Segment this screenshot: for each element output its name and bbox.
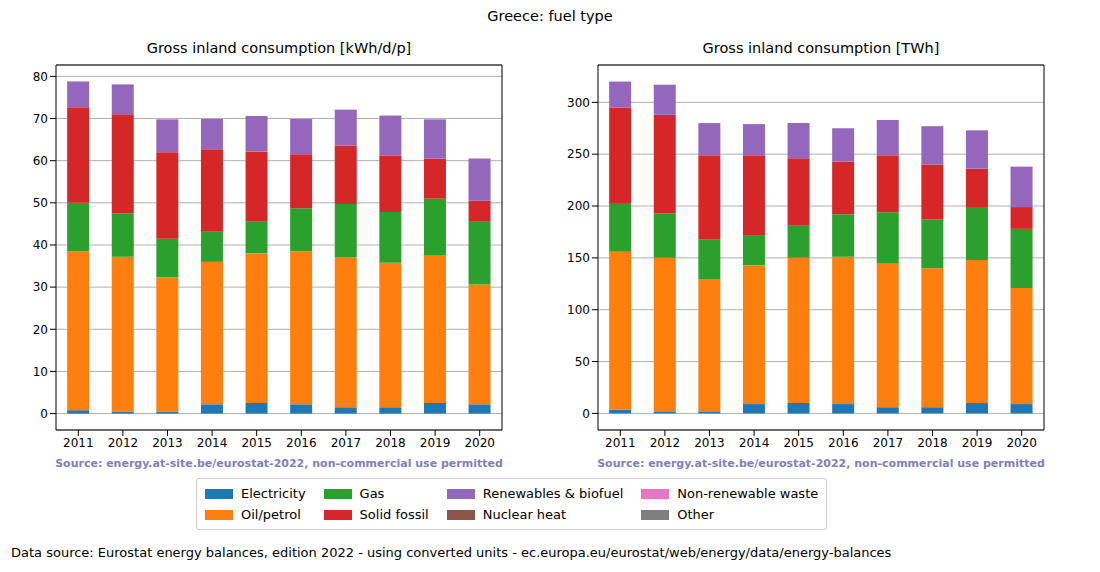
svg-text:2016: 2016 [286, 436, 317, 450]
html-text:Renewables & biofuel: Renewables & biofuel [482, 486, 624, 501]
svg-text:250: 250 [567, 147, 590, 161]
svg-text:200: 200 [567, 199, 590, 213]
svg-text:2012: 2012 [108, 436, 139, 450]
html-text:Source: energy.at-site.be/euro: Source: energy.at-site.be/eurostat-2022,… [597, 457, 1045, 470]
svg-text:2016: 2016 [828, 436, 859, 450]
svg-text:30: 30 [33, 280, 48, 294]
svg-text:2018: 2018 [917, 436, 948, 450]
svg-text:2013: 2013 [152, 436, 183, 450]
svg-text:10: 10 [33, 365, 48, 379]
html-text:Nuclear heat: Nuclear heat [482, 507, 567, 522]
svg-text:2011: 2011 [605, 436, 636, 450]
html-text:Greece: fuel type: Greece: fuel type [487, 8, 613, 24]
html-text:Solid fossil: Solid fossil [359, 507, 429, 522]
html-text:Gross inland consumption [kWh/: Gross inland consumption [kWh/d/p] [146, 40, 412, 56]
html-text:Gas: Gas [359, 486, 385, 501]
svg-text:2014: 2014 [197, 436, 228, 450]
html-text:Source: energy.at-site.be/euro: Source: energy.at-site.be/eurostat-2022,… [55, 457, 503, 470]
svg-text:2011: 2011 [63, 436, 94, 450]
svg-text:2018: 2018 [375, 436, 406, 450]
svg-text:50: 50 [33, 196, 48, 210]
svg-text:70: 70 [33, 112, 48, 126]
svg-text:20: 20 [33, 323, 48, 337]
html-text:Electricity: Electricity [241, 486, 306, 501]
svg-text:40: 40 [33, 238, 48, 252]
svg-text:2014: 2014 [739, 436, 770, 450]
html-text:Oil/petrol: Oil/petrol [241, 507, 301, 522]
html-text:Gross inland consumption [TWh]: Gross inland consumption [TWh] [702, 40, 940, 56]
svg-text:0: 0 [582, 407, 590, 421]
svg-text:2017: 2017 [873, 436, 904, 450]
svg-text:2017: 2017 [331, 436, 362, 450]
html-text:Data source: Eurostat energy b: Data source: Eurostat energy balances, e… [11, 545, 892, 560]
svg-text:150: 150 [567, 251, 590, 265]
svg-text:2013: 2013 [694, 436, 725, 450]
svg-text:2015: 2015 [783, 436, 814, 450]
svg-text:2012: 2012 [650, 436, 681, 450]
svg-text:50: 50 [575, 355, 590, 369]
html-text:Other: Other [677, 507, 715, 522]
svg-text:0: 0 [40, 407, 48, 421]
svg-text:2019: 2019 [962, 436, 993, 450]
svg-text:2020: 2020 [464, 436, 495, 450]
svg-text:2019: 2019 [420, 436, 451, 450]
svg-text:80: 80 [33, 70, 48, 84]
svg-text:60: 60 [33, 154, 48, 168]
html-text:Non-renewable waste: Non-renewable waste [677, 486, 819, 501]
svg-text:2015: 2015 [241, 436, 272, 450]
svg-text:100: 100 [567, 303, 590, 317]
svg-text:2020: 2020 [1006, 436, 1037, 450]
svg-text:300: 300 [567, 96, 590, 110]
